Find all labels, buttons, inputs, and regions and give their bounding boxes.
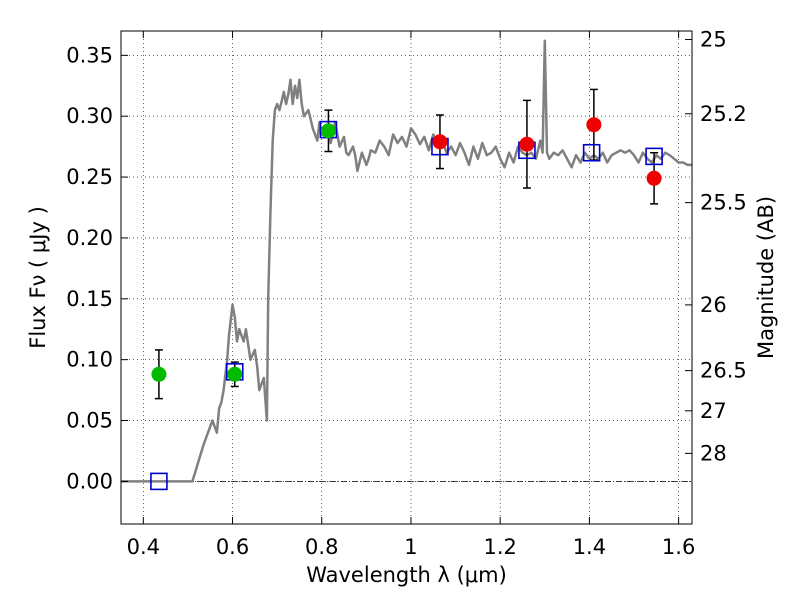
detection-point — [227, 366, 243, 382]
y-tick-label: 0.25 — [66, 165, 113, 189]
x-tick-label: 1 — [404, 535, 417, 559]
detection-point — [320, 123, 336, 139]
detection-point — [586, 117, 602, 133]
magnitude-tick-label: 28 — [700, 441, 727, 465]
magnitude-tick-label: 25 — [700, 28, 727, 52]
magnitude-tick-label: 26 — [700, 293, 727, 317]
x-tick-label: 0.4 — [127, 535, 160, 559]
detection-point — [151, 366, 167, 382]
x-tick-label: 0.6 — [216, 535, 249, 559]
model-photometry-square — [582, 143, 601, 162]
y-tick-label: 0.30 — [66, 104, 113, 128]
y-axis-label: Flux Fν ( μJy ) — [26, 206, 50, 349]
y-tick-label: 0.00 — [66, 469, 113, 493]
x-tick-label: 0.8 — [305, 535, 338, 559]
detection-point — [646, 170, 662, 186]
x-tick-label: 1.4 — [573, 535, 606, 559]
magnitude-axis-label: Magnitude (AB) — [754, 196, 778, 359]
y-tick-label: 0.05 — [66, 409, 113, 433]
x-tick-label: 1.6 — [662, 535, 695, 559]
detection-point — [432, 134, 448, 150]
magnitude-tick-label: 26.5 — [700, 359, 747, 383]
y-tick-label: 0.20 — [66, 226, 113, 250]
detection-point — [519, 136, 535, 152]
magnitude-tick-label: 27 — [700, 399, 727, 423]
x-axis-label: Wavelength λ (μm) — [306, 563, 507, 587]
model-photometry-square — [150, 472, 168, 491]
y-tick-label: 0.15 — [66, 287, 113, 311]
magnitude-tick-label: 25.5 — [700, 191, 747, 215]
plot-area — [121, 39, 692, 491]
x-tick-label: 1.2 — [483, 535, 516, 559]
magnitude-tick-label: 25.2 — [700, 102, 747, 126]
axis-ticks: 0.4 0.6 0.8 1 1.2 1.4 1.6 0.00 0.05 0.10 0.15 0.20 0… — [66, 28, 747, 559]
model-photometry-square — [645, 147, 663, 166]
y-tick-label: 0.35 — [66, 43, 113, 67]
y-tick-label: 0.10 — [66, 348, 113, 372]
axes-frame — [120, 30, 693, 525]
model-spectrum-line — [121, 39, 692, 483]
